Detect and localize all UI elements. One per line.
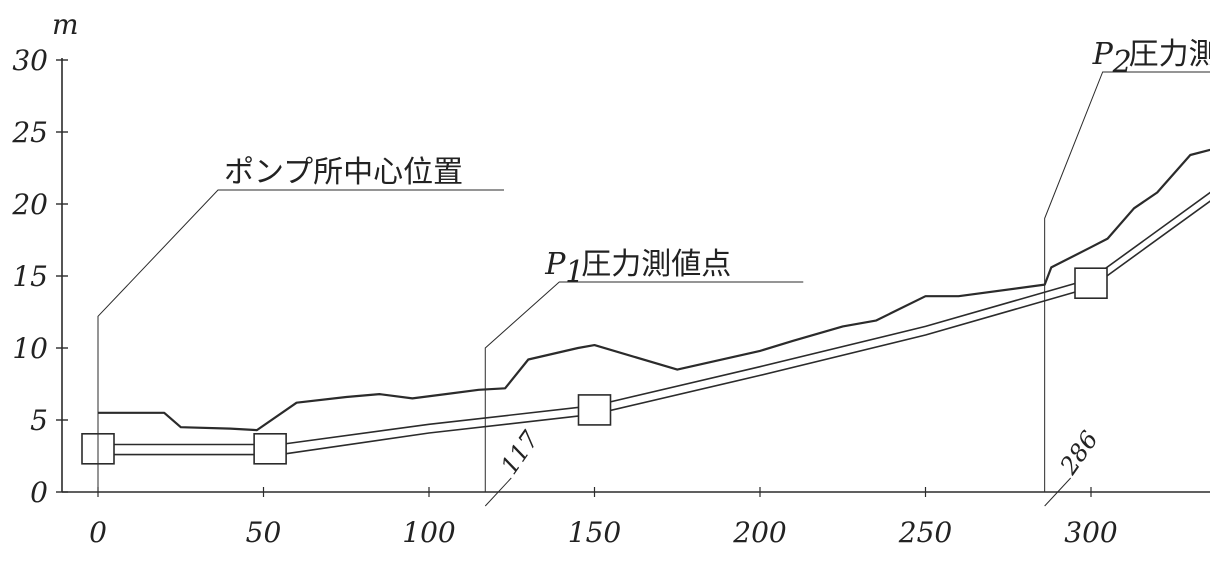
p1-index: 1 [565, 255, 584, 290]
y-tick-label: 5 [30, 404, 48, 437]
axes: 051015202530m050100150200250300350m [11, 8, 1210, 549]
y-tick-label: 0 [30, 476, 48, 509]
section-mark-line [484, 477, 512, 507]
x-tick-label: 200 [732, 516, 786, 549]
valve-marker [1074, 267, 1108, 300]
p1-label: 圧力測値点 [581, 247, 731, 282]
y-tick-label: 25 [11, 116, 48, 149]
p1-leader [484, 281, 804, 492]
p1-symbol: P [544, 247, 566, 282]
y-tick-label: 15 [12, 260, 48, 293]
ground-profile-line [98, 148, 1210, 432]
x-tick-label: 50 [246, 516, 282, 549]
valve-marker [577, 394, 612, 426]
x-tick-label: 250 [898, 516, 952, 549]
y-tick-label: 30 [12, 44, 48, 77]
x-tick-label: 100 [402, 516, 455, 549]
section-mark-label: 286 [1054, 426, 1104, 480]
x-tick-label: 150 [568, 516, 621, 549]
y-tick-label: 10 [12, 332, 48, 365]
y-tick-label: 20 [11, 188, 48, 221]
x-tick-label: 300 [1064, 516, 1117, 549]
y-axis-unit: m [52, 8, 79, 41]
pipe-lower-line [98, 200, 1210, 456]
p2-label: 圧力測値点 [1129, 37, 1210, 72]
pump-station-label: ポンプ所中心位置 [224, 155, 463, 190]
x-tick-label: 0 [89, 516, 107, 549]
p2-symbol: P [1092, 37, 1114, 72]
section-mark-line [1044, 477, 1072, 507]
pump-station-leader [97, 189, 504, 492]
p2-index: 2 [1112, 45, 1132, 80]
p2-leader [1044, 71, 1210, 492]
valve-marker [253, 432, 287, 465]
plot-marks [81, 148, 1210, 465]
section-mark-label: 117 [495, 425, 545, 479]
pipe-upper-line [98, 191, 1210, 446]
